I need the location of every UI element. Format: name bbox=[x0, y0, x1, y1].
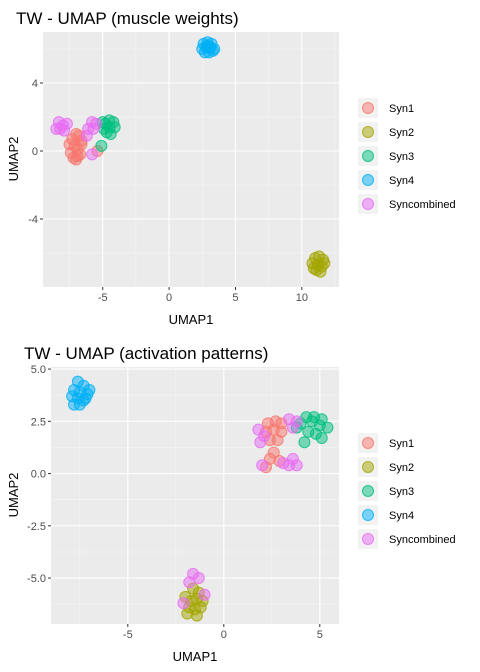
x-tick-label: 5 bbox=[232, 292, 238, 304]
x-tick-label: 0 bbox=[166, 292, 172, 304]
x-axis-title: UMAP1 bbox=[169, 312, 214, 327]
point-syncombined bbox=[198, 588, 211, 601]
panel-background bbox=[43, 32, 339, 287]
x-tick-label: -5 bbox=[98, 292, 108, 304]
legend-label-syn3: Syn3 bbox=[389, 486, 414, 498]
point-syn2 bbox=[318, 257, 331, 270]
point-syn2 bbox=[181, 607, 194, 620]
y-axis-title: UMAP2 bbox=[6, 473, 21, 518]
point-syncombined bbox=[254, 436, 267, 449]
legend-label-syn1: Syn1 bbox=[389, 438, 414, 450]
grid bbox=[43, 32, 339, 287]
legend-key-syn2 bbox=[362, 461, 374, 473]
legend-key-syn1 bbox=[362, 102, 374, 114]
point-syncombined bbox=[286, 452, 299, 465]
x-axis-title: UMAP1 bbox=[173, 649, 218, 664]
legend-label-syn4: Syn4 bbox=[389, 510, 414, 522]
legend-key-syncombined bbox=[362, 198, 374, 210]
x-tick-label: 0 bbox=[221, 629, 227, 641]
x-tick-label: 5 bbox=[317, 629, 323, 641]
point-syn3 bbox=[298, 436, 311, 449]
chart-title: TW - UMAP (muscle weights) bbox=[16, 9, 239, 28]
y-axis-title: UMAP2 bbox=[6, 137, 21, 182]
y-tick-label: 0.0 bbox=[31, 469, 46, 481]
legend-label-syn3: Syn3 bbox=[389, 151, 414, 163]
point-syncombined bbox=[177, 597, 190, 610]
x-tick-label: -5 bbox=[123, 629, 133, 641]
y-tick-label: -5.0 bbox=[27, 573, 46, 585]
legend-label-syn4: Syn4 bbox=[389, 175, 414, 187]
legend-key-syn2 bbox=[362, 126, 374, 138]
point-syncombined bbox=[286, 421, 299, 434]
axis-ticks: -5 0 5 -5.0 -2.5 0.0 2.5 5.0 bbox=[27, 364, 323, 641]
points bbox=[66, 375, 334, 622]
point-syn3 bbox=[315, 432, 328, 445]
y-tick-label: 2.5 bbox=[31, 416, 46, 428]
point-syn4 bbox=[83, 383, 96, 396]
legend-label-syn2: Syn2 bbox=[389, 462, 414, 474]
point-syncombined bbox=[86, 148, 99, 161]
point-syn2 bbox=[190, 609, 203, 622]
point-syn3 bbox=[95, 139, 108, 152]
axis-ticks: -5 0 5 10 -4 0 4 bbox=[28, 78, 308, 304]
point-syncombined bbox=[192, 572, 205, 585]
legend-key-syn4 bbox=[362, 509, 374, 521]
legend: Syn1 Syn2 Syn3 Syn4 Syncombined bbox=[358, 98, 456, 214]
point-syncombined bbox=[256, 459, 269, 472]
legend-label-syncombined: Syncombined bbox=[389, 534, 456, 546]
x-tick-label: 10 bbox=[296, 292, 308, 304]
legend-key-syncombined bbox=[362, 533, 374, 545]
legend-key-syn4 bbox=[362, 174, 374, 186]
legend-label-syn2: Syn2 bbox=[389, 127, 414, 139]
point-syn1 bbox=[75, 138, 88, 151]
point-syn1 bbox=[70, 153, 83, 166]
legend: Syn1 Syn2 Syn3 Syn4 Syncombined bbox=[358, 433, 456, 549]
y-tick-label: 4 bbox=[32, 78, 38, 90]
legend-key-syn1 bbox=[362, 437, 374, 449]
point-syn4 bbox=[201, 39, 214, 52]
legend-label-syncombined: Syncombined bbox=[389, 199, 456, 211]
chart-title: TW - UMAP (activation patterns) bbox=[24, 344, 268, 363]
plot-activation-patterns: TW - UMAP (activation patterns) -5 0 5 -5.0… bbox=[6, 344, 456, 664]
point-syn2 bbox=[307, 262, 320, 275]
legend-label-syn1: Syn1 bbox=[389, 103, 414, 115]
point-syncombined bbox=[80, 129, 93, 142]
y-tick-label: 0 bbox=[32, 146, 38, 158]
y-tick-label: 5.0 bbox=[31, 364, 46, 376]
point-syn1 bbox=[271, 434, 284, 447]
point-syncombined bbox=[58, 124, 71, 137]
point-syn3 bbox=[104, 128, 117, 140]
y-tick-label: -4 bbox=[28, 214, 38, 226]
points bbox=[50, 36, 331, 278]
point-syn3 bbox=[321, 421, 334, 434]
legend-key-syn3 bbox=[362, 485, 374, 497]
plot-muscle-weights: TW - UMAP (muscle weights) -5 0 5 10 -4 0 4 UM… bbox=[6, 9, 456, 327]
legend-key-syn3 bbox=[362, 150, 374, 162]
y-tick-label: -2.5 bbox=[27, 521, 46, 533]
